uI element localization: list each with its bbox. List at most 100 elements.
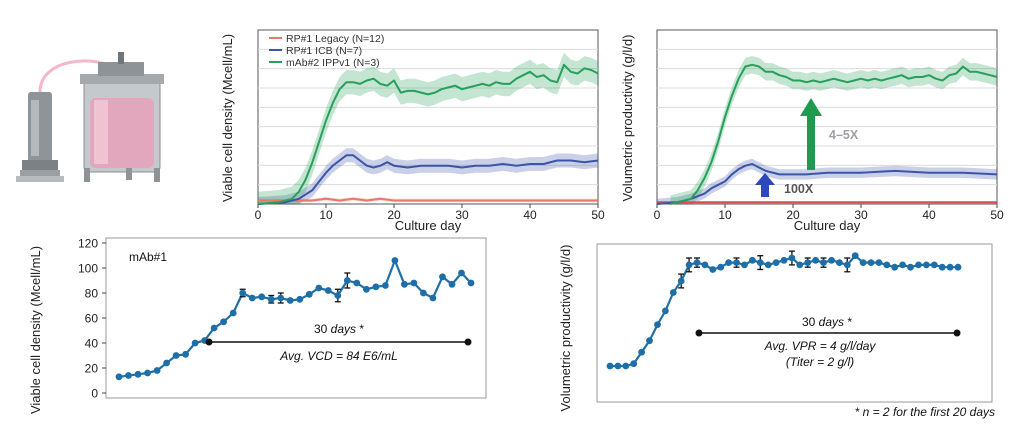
bottom-vpr-titer: (Titer = 2 g/l) xyxy=(786,355,854,369)
top-vcd-xlabel: Culture day xyxy=(395,218,462,233)
fold-arrow-blue xyxy=(755,173,775,197)
bottom-vpr-data-point xyxy=(907,263,914,271)
bottom-vcd-data-point xyxy=(467,279,475,287)
bottom-vcd-ytick-label: 80 xyxy=(85,287,99,301)
bottom-vpr-average: Avg. VPR = 4 g/l/day xyxy=(764,339,877,353)
bottom-vpr-data-point xyxy=(622,362,630,370)
bottom-vpr-data-point xyxy=(677,277,685,285)
top-vcd-legend: RP#1 Legacy (N=12) RP#1 ICB (N=7) mAb#2 … xyxy=(269,33,384,69)
bottom-vcd-data-point xyxy=(286,297,294,304)
top-vcd-xtick-label: 0 xyxy=(255,208,262,222)
top-vcd-band-rp-1-icb-n-7 xyxy=(258,148,598,204)
top-vcd-band-mab-2-ippv1-n-3 xyxy=(258,52,598,204)
top-vpr-chart: 0 10 20 30 40 50 Culture day Volumetric produ… xyxy=(620,29,1004,233)
bottom-vpr-duration-unit: days xyxy=(819,315,844,329)
bottom-vpr-duration: 30 days * xyxy=(802,315,852,329)
bottom-vpr-data-point xyxy=(749,256,756,264)
top-vpr-xtick-label: 10 xyxy=(718,208,732,222)
bottom-vcd-ytick-label: 100 xyxy=(78,262,98,276)
bottom-vpr-data-point xyxy=(891,263,899,271)
bottom-vpr-data-point xyxy=(954,263,962,271)
bottom-vcd-data-point xyxy=(448,280,456,288)
bottom-vpr-data-point xyxy=(804,259,812,266)
bottom-vpr-data-point xyxy=(685,261,693,269)
bottom-vpr-data-point xyxy=(733,259,740,266)
bottom-vcd-data-point xyxy=(210,324,218,332)
bottom-vpr-data-point xyxy=(646,337,653,345)
footnote: * n = 2 for the first 20 days xyxy=(855,405,995,419)
bottom-vpr-ylabel: Volumetric productivity (g/l/d) xyxy=(558,245,573,412)
bottom-vcd-data-point xyxy=(125,372,132,379)
bottom-vcd-data-point xyxy=(363,285,370,293)
bottom-vcd-data-point xyxy=(305,290,313,298)
bottom-vcd-data-point xyxy=(163,359,171,367)
top-vpr-xtick-label: 40 xyxy=(922,208,936,222)
top-vcd-line-rp-1-icb-n-7 xyxy=(257,154,599,205)
bottom-vcd-ytick-label: 40 xyxy=(85,337,99,351)
bottom-vcd-data-point xyxy=(420,289,427,297)
bottom-vcd-duration: 30 days * xyxy=(314,322,364,336)
bottom-vcd-chart: 0 20 40 60 80 100 120 Viable cell density (Mce… xyxy=(28,237,487,414)
bottom-vcd-data-point xyxy=(382,282,389,289)
bottom-vcd-data-point xyxy=(258,293,266,301)
bottom-vpr-plot-frame xyxy=(596,243,993,403)
bottom-vcd-plot-frame xyxy=(105,237,487,399)
bottom-vpr-data-point xyxy=(836,259,843,266)
bottom-vcd-average: Avg. VCD = 84 E6/mL xyxy=(279,349,398,363)
bottom-vpr-data-point xyxy=(788,254,796,262)
bottom-vpr-data-point xyxy=(701,261,709,269)
bottom-vpr-data-point xyxy=(756,259,764,266)
bottom-vpr-duration-mark: * xyxy=(847,315,852,329)
bottom-vcd-duration-mark: * xyxy=(359,322,364,336)
bottom-vpr-data-point xyxy=(859,259,867,266)
bottom-vpr-data-point xyxy=(899,261,906,269)
top-vcd-line-mab-2-ippv1-n-3 xyxy=(257,63,599,205)
bottom-vcd-data-point xyxy=(191,339,199,347)
annotation-100x: 100X xyxy=(784,182,814,196)
bottom-vpr-data-point xyxy=(669,289,677,296)
bioreactor-illustration xyxy=(16,52,164,182)
top-vpr-xlabel: Culture day xyxy=(794,218,861,233)
bottom-vcd-data-point xyxy=(372,283,380,291)
bottom-vpr-data-point xyxy=(693,259,701,266)
bottom-vcd-data-point xyxy=(134,370,142,378)
bottom-vcd-data-point xyxy=(229,309,237,317)
bottom-vpr-data-point xyxy=(796,261,804,269)
bottom-vcd-ytick-label: 60 xyxy=(85,312,99,326)
bottom-vcd-data-point xyxy=(144,369,151,377)
bottom-vcd-ytick-label: 120 xyxy=(78,237,98,251)
bottom-vpr-data-point xyxy=(938,263,946,271)
bottom-vpr-data-point xyxy=(843,261,851,269)
top-vpr-line-rp-1-icb xyxy=(656,163,998,205)
bottom-vcd-data-point xyxy=(334,292,342,299)
bottom-vcd-data-point xyxy=(458,269,465,277)
top-vpr-xtick-label: 0 xyxy=(654,208,661,222)
series-label-mab1: mAb#1 xyxy=(129,250,167,264)
bottom-vpr-data-point xyxy=(851,252,859,260)
top-vpr-xtick-label: 20 xyxy=(786,208,800,222)
legend-label-legacy: RP#1 Legacy (N=12) xyxy=(286,33,384,45)
bottom-vcd-duration-unit: days xyxy=(331,322,356,336)
bottom-vcd-data-point xyxy=(239,289,247,297)
bottom-vcd-data-point xyxy=(153,367,161,374)
legend-label-icb: RP#1 ICB (N=7) xyxy=(286,45,362,57)
bottom-vpr-data-point xyxy=(764,261,772,269)
bottom-vpr-data-point xyxy=(654,321,661,328)
bottom-vcd-data-point xyxy=(267,295,275,303)
bottom-vpr-data-point xyxy=(741,261,748,269)
bottom-vcd-data-point xyxy=(182,350,190,358)
bottom-vpr-data-point xyxy=(812,256,819,264)
top-vpr-band-mab-2-ippv1 xyxy=(670,56,997,204)
top-vpr-ylabel: Volumetric productivity (g/l/d) xyxy=(620,35,635,202)
bottom-vcd-data-point xyxy=(410,279,418,287)
bottom-vpr-data-point xyxy=(709,266,717,273)
top-vcd-xtick-label: 40 xyxy=(523,208,537,222)
bottom-vpr-data-point xyxy=(915,261,922,269)
bottom-vcd-bracket xyxy=(205,338,472,346)
top-vcd-xtick-label: 30 xyxy=(455,208,469,222)
bottom-vcd-data-point xyxy=(439,273,446,281)
bottom-vcd-data-point xyxy=(296,295,304,303)
top-vcd-line-rp-1-legacy-n-12 xyxy=(258,197,598,202)
bottom-vcd-data-point xyxy=(353,279,361,287)
